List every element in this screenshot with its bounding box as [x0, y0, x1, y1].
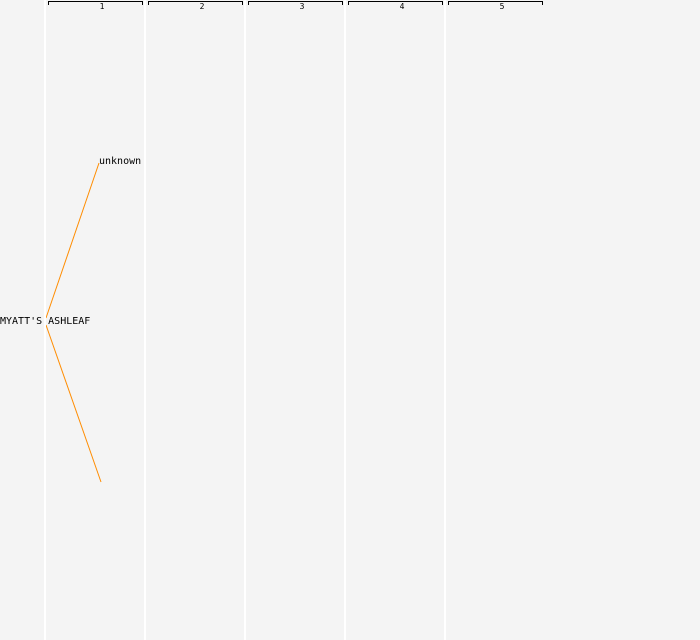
generation-divider — [244, 0, 246, 640]
generation-bracket — [448, 1, 543, 5]
generation-label: 1 — [99, 2, 105, 11]
generation-divider — [144, 0, 146, 640]
generation-bracket — [148, 1, 243, 5]
generation-divider — [44, 0, 46, 640]
generation-divider — [444, 0, 446, 640]
generation-label: 5 — [499, 2, 505, 11]
generation-bracket — [248, 1, 343, 5]
generation-label: 3 — [299, 2, 305, 11]
generation-label: 2 — [199, 2, 205, 11]
link-dam — [45, 324, 102, 483]
generation-bracket — [348, 1, 443, 5]
link-sire — [45, 162, 100, 319]
parent-node-sire[interactable]: unknown — [99, 156, 142, 167]
generation-label: 4 — [399, 2, 405, 11]
generation-divider — [344, 0, 346, 640]
generation-bracket — [48, 1, 143, 5]
